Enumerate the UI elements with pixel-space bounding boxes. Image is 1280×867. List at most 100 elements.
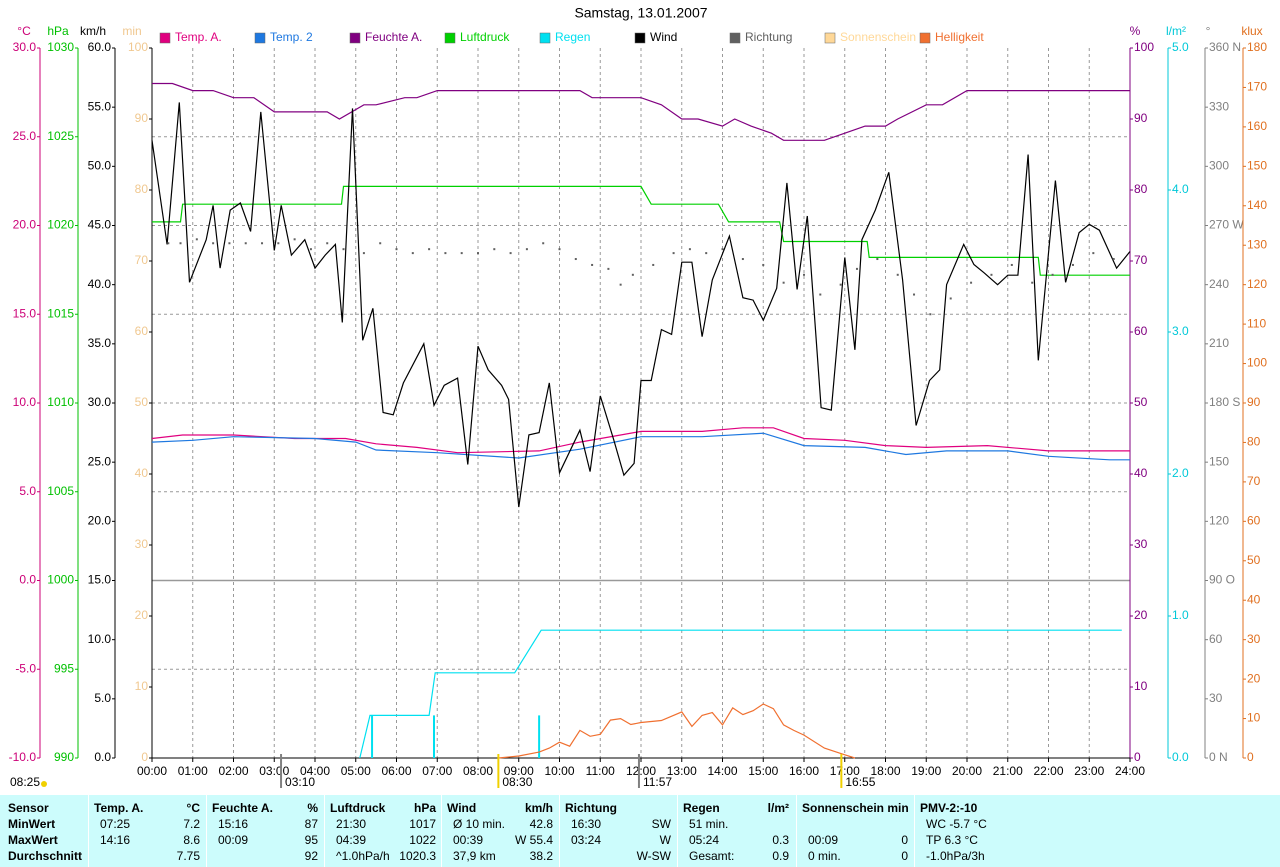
y-tick-label: 130 [1247, 237, 1267, 251]
y-tick-label: 110 [1247, 316, 1266, 330]
x-tick-label: 04:00 [300, 764, 330, 778]
marker-label: 03:10 [285, 775, 315, 789]
cell: 0 [901, 849, 908, 863]
legend-label: Richtung [745, 30, 792, 44]
x-tick-label: 12:00 [626, 764, 656, 778]
y-tick-label: 50.0 [88, 159, 112, 173]
direction-dot [395, 248, 398, 251]
y-tick-label: 30 [135, 537, 149, 551]
x-tick-label: 08:00 [463, 764, 493, 778]
y-tick-label: 5.0 [1172, 40, 1189, 54]
cell: 0 [901, 833, 908, 847]
cell: -1.0hPa/3h [926, 849, 985, 863]
cell: 05:24 [689, 833, 720, 847]
direction-dot [261, 242, 264, 245]
direction-dot [970, 281, 973, 284]
column-title: PMV-2:-10 [920, 801, 978, 815]
row-label: Sensor [8, 801, 49, 815]
y-tick-label: 55.0 [88, 99, 112, 113]
row-label: MaxWert [8, 833, 58, 847]
cell: 8.6 [183, 833, 200, 847]
direction-dot [855, 267, 858, 270]
direction-dot [444, 252, 447, 255]
y-tick-label: 20.0 [88, 514, 112, 528]
cell: W 55.4 [514, 833, 553, 847]
y-tick-label: 90 O [1209, 573, 1235, 587]
column-divider [441, 795, 442, 867]
chart: Samstag, 13.01.2007 °C 30.0 25.0 20.0 15.0 10… [9, 5, 1268, 789]
direction-dot [876, 258, 879, 261]
direction-dot [293, 238, 296, 241]
cell: 38.2 [529, 849, 553, 863]
y-tick-label: 60.0 [88, 40, 112, 54]
y-tick-label: 10.0 [88, 632, 112, 646]
direction-dot [672, 252, 675, 255]
cell: WC -5.7 °C [926, 817, 987, 831]
cell: 0.3 [772, 833, 789, 847]
legend-label: Luftdruck [460, 30, 510, 44]
direction-dot [913, 293, 916, 296]
column-unit: hPa [413, 801, 436, 815]
direction-dot [721, 248, 724, 251]
direction-dot [411, 252, 414, 255]
direction-dot [631, 273, 634, 276]
column-unit: °C [186, 801, 200, 815]
direction-dot [762, 263, 765, 266]
y-tick-label: 100 [1247, 356, 1267, 370]
y-tick-label: 40 [135, 466, 149, 480]
direction-dot [525, 248, 528, 251]
direction-dot [574, 258, 577, 261]
y-tick-label: 60 [1209, 632, 1223, 646]
y-tick-label: 70 [1247, 474, 1261, 488]
y-tick-label: 120 [1209, 514, 1229, 528]
y-tick-label: 80 [1247, 435, 1261, 449]
sun-icon [41, 781, 47, 787]
x-tick-label: 21:00 [993, 764, 1023, 778]
legend-label: Temp. 2 [270, 30, 313, 44]
x-tick-label: 20:00 [952, 764, 982, 778]
y-tick-label: 4.0 [1172, 182, 1189, 196]
legend-label: Helligkeit [935, 30, 984, 44]
axis-unit: ° [1206, 24, 1211, 38]
direction-dot [839, 283, 842, 286]
y-tick-label: 15.0 [13, 306, 37, 320]
cell: Ø 10 min. [453, 817, 506, 831]
column-divider [914, 795, 915, 867]
cell: 92 [304, 849, 318, 863]
y-tick-label: 330 [1209, 99, 1229, 113]
x-tick-label: 16:00 [789, 764, 819, 778]
legend-label: Wind [650, 30, 677, 44]
cell: 95 [304, 833, 318, 847]
y-tick-label: 1000 [47, 573, 74, 587]
series-line [498, 703, 856, 759]
y-tick-label: 1020 [47, 218, 74, 232]
y-tick-label: 70 [135, 253, 149, 267]
x-tick-label: 23:00 [1074, 764, 1104, 778]
y-tick-label: 30.0 [13, 40, 37, 54]
y-tick-label: 140 [1247, 198, 1267, 212]
direction-dot [309, 248, 312, 251]
y-tick-label: 0 [141, 750, 148, 764]
y-tick-label: 3.0 [1172, 324, 1189, 338]
cell: TP 6.3 °C [926, 833, 978, 847]
y-tick-label: 10 [1247, 711, 1261, 725]
x-tick-label: 19:00 [911, 764, 941, 778]
direction-dot [509, 252, 512, 255]
cell: 42.8 [529, 817, 553, 831]
legend-swatch [539, 32, 551, 44]
x-tick-label: 10:00 [544, 764, 574, 778]
direction-dot [619, 283, 622, 286]
cell: 51 min. [689, 817, 729, 831]
y-tick-label: 360 N [1209, 40, 1241, 54]
y-tick-label: 0.0 [94, 750, 111, 764]
y-tick-label: 1010 [47, 395, 74, 409]
y-tick-label: 120 [1247, 277, 1267, 291]
y-tick-label: 2.0 [1172, 466, 1189, 480]
direction-dot [896, 273, 899, 276]
direction-dot [460, 252, 463, 255]
stats-table: Sensor MinWert MaxWert Durchschnitt Temp. A.… [0, 795, 1280, 867]
y-tick-label: -5.0 [15, 661, 36, 675]
cell: 03:24 [571, 833, 602, 847]
direction-dot [342, 248, 345, 251]
direction-dot [929, 313, 932, 316]
